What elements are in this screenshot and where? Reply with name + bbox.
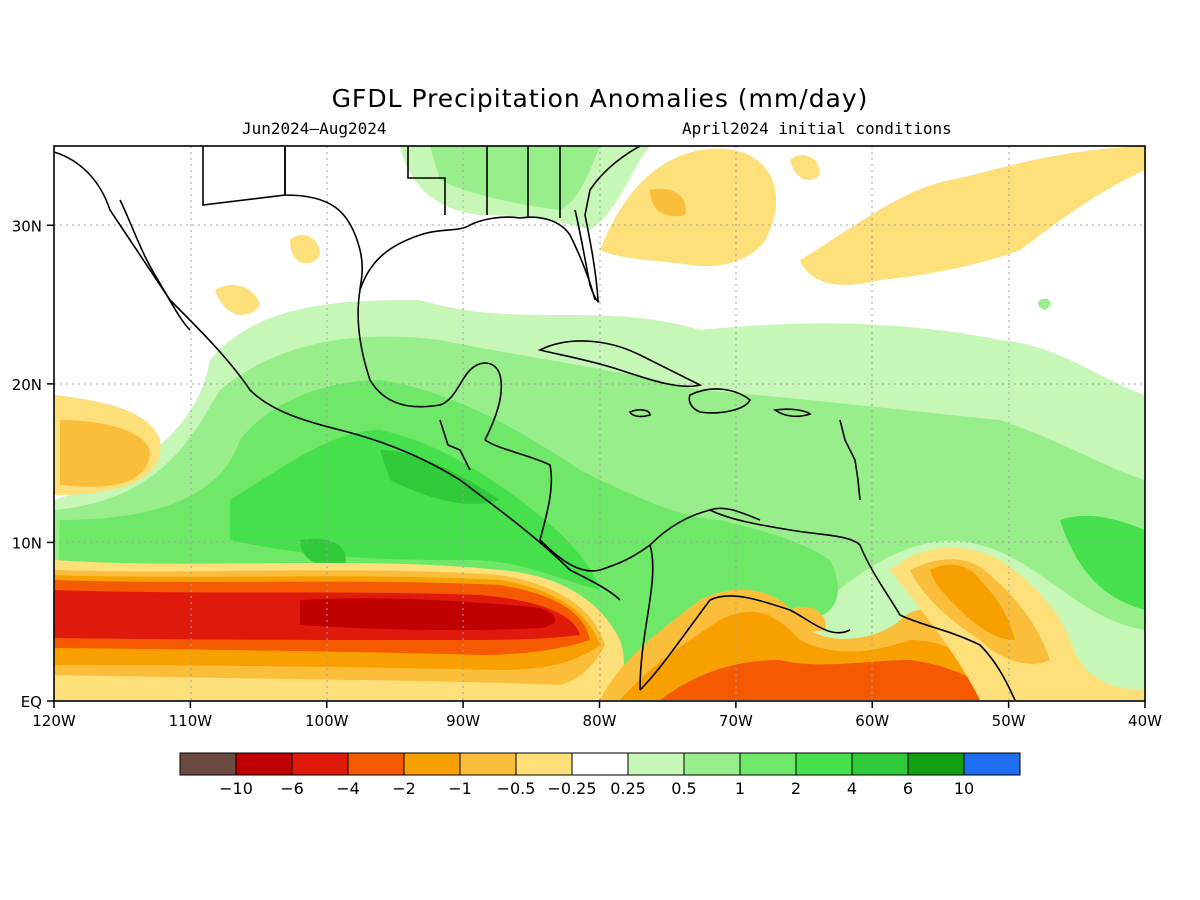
initial-conditions-label: April2024 initial conditions (682, 119, 952, 138)
colorbar-label: −10 (219, 779, 253, 798)
colorbar-label: 6 (903, 779, 913, 798)
colorbar-swatch (627, 752, 685, 776)
colorbar-label: −2 (392, 779, 416, 798)
lon-tick-label: 120W (32, 712, 76, 730)
colorbar-label: 4 (847, 779, 857, 798)
colorbar-label: −0.5 (497, 779, 536, 798)
colorbar-swatch (459, 752, 517, 776)
map-grid (54, 146, 1145, 701)
lon-tick-label: 70W (719, 712, 753, 730)
colorbar-swatch (179, 752, 237, 776)
colorbar-label: −1 (448, 779, 472, 798)
colorbar-swatch (683, 752, 741, 776)
colorbar-swatch (571, 752, 629, 776)
colorbar-swatch (291, 752, 349, 776)
lat-tick-label: EQ (21, 693, 42, 711)
colorbar-swatch (235, 752, 293, 776)
colorbar-label: −6 (280, 779, 304, 798)
dry-weak-east (800, 146, 1145, 285)
colorbar-label: 0.25 (610, 779, 646, 798)
colorbar-swatch (795, 752, 853, 776)
colorbar-label: 0.5 (671, 779, 696, 798)
lat-tick-label: 20N (12, 376, 42, 394)
lon-tick-label: 50W (992, 712, 1026, 730)
season-label: Jun2024–Aug2024 (242, 119, 387, 138)
colorbar-label: 2 (791, 779, 801, 798)
lat-tick-label: 30N (12, 217, 42, 235)
colorbar-swatch (851, 752, 909, 776)
lon-tick-label: 90W (446, 712, 480, 730)
colorbar: −10 −6 −4 −2 −1 −0.5 −0.25 0.25 0.5 1 2 4 6 10 (179, 752, 1021, 798)
colorbar-label: −4 (336, 779, 360, 798)
coastlines (53, 145, 1016, 701)
colorbar-swatch (963, 752, 1021, 776)
lat-tick-label: 10N (12, 534, 42, 552)
lon-tick-label: 100W (305, 712, 349, 730)
chart-title: GFDL Precipitation Anomalies (mm/day) (331, 84, 869, 113)
lon-tick-label: 40W (1128, 712, 1162, 730)
axis-layer: 120W 110W 100W 90W 80W 70W 60W 50W 40W EQ 10N 20N 30… (12, 217, 1162, 730)
colorbar-label: −0.25 (547, 779, 596, 798)
lon-tick-label: 60W (855, 712, 889, 730)
dry-weak-atlantic (600, 148, 777, 267)
colorbar-swatch (739, 752, 797, 776)
colorbar-label: 10 (954, 779, 974, 798)
lon-tick-label: 80W (583, 712, 617, 730)
lon-tick-label: 110W (169, 712, 213, 730)
colorbar-swatch (907, 752, 965, 776)
colorbar-swatch (403, 752, 461, 776)
colorbar-swatch (347, 752, 405, 776)
colorbar-label: 1 (735, 779, 745, 798)
colorbar-swatch (515, 752, 573, 776)
